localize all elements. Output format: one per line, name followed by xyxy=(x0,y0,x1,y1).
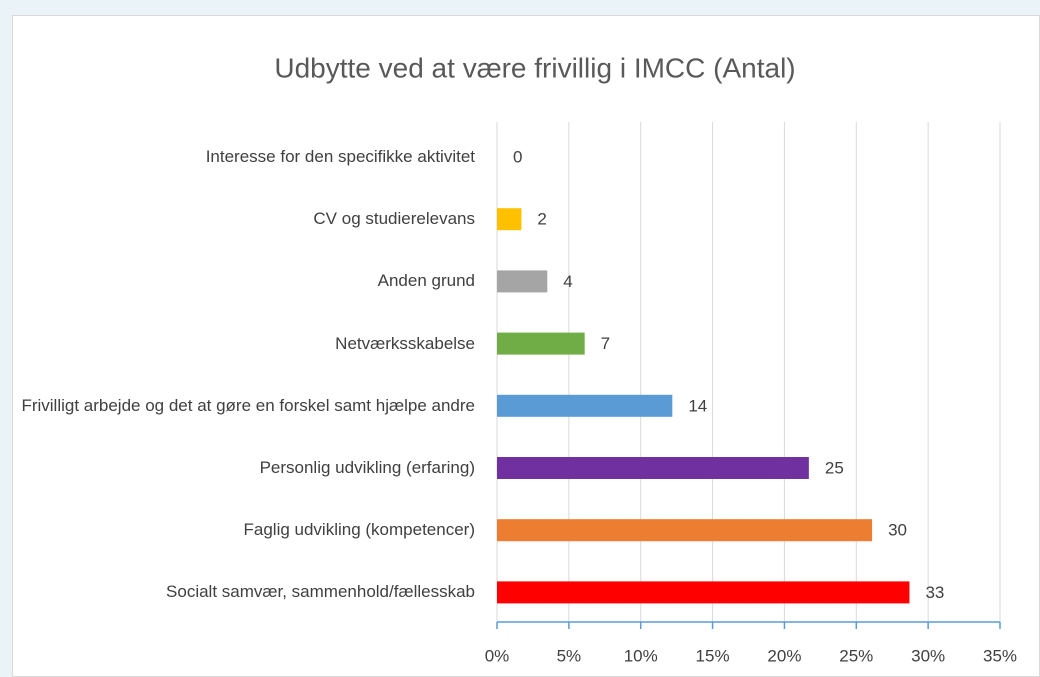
data-label: 33 xyxy=(925,583,944,602)
category-text: Personlig udvikling (erfaring) xyxy=(259,458,475,477)
x-tick-label: 5% xyxy=(557,646,582,665)
category-text: Interesse for den specifikke aktivitet xyxy=(205,147,475,166)
chart-title: Udbytte ved at være frivillig i IMCC (An… xyxy=(274,52,795,83)
category-label: Socialt samvær, sammenhold/fællesskab xyxy=(20,562,475,622)
category-text: Netværksskabelse xyxy=(335,333,475,353)
category-label: Anden grund xyxy=(20,251,475,311)
x-tick-label: 35% xyxy=(983,646,1017,665)
bar xyxy=(497,581,910,604)
x-tick-label: 20% xyxy=(767,646,801,665)
category-text: CV og studierelevans xyxy=(313,209,475,229)
data-label: 14 xyxy=(688,396,707,415)
bar xyxy=(497,332,585,355)
data-label: 0 xyxy=(513,147,522,166)
bar xyxy=(497,519,873,542)
category-label: Personlig udvikling (erfaring) xyxy=(20,438,475,498)
category-text: Socialt samvær, sammenhold/fællesskab xyxy=(166,582,475,602)
category-text: Frivilligt arbejde og det at gøre en for… xyxy=(21,395,475,415)
bar xyxy=(497,457,809,479)
bar xyxy=(497,208,522,231)
x-tick-label: 25% xyxy=(839,646,873,665)
category-label: Interesse for den specifikke aktivitet xyxy=(20,127,475,187)
category-label: Frivilligt arbejde og det at gøre en for… xyxy=(20,376,475,436)
x-tick-label: 10% xyxy=(624,646,658,665)
data-label: 7 xyxy=(601,334,610,353)
category-label: Netværksskabelse xyxy=(20,314,475,374)
category-text: Faglig udvikling (kompetencer) xyxy=(243,520,476,540)
bar xyxy=(497,394,673,417)
bar xyxy=(497,270,548,293)
category-text: Anden grund xyxy=(377,271,475,291)
data-label: 4 xyxy=(563,272,572,291)
data-label: 2 xyxy=(537,210,546,229)
category-label: Faglig udvikling (kompetencer) xyxy=(20,500,476,560)
category-label: CV og studierelevans xyxy=(20,189,475,249)
data-label: 30 xyxy=(888,521,907,540)
x-tick-label: 0% xyxy=(485,646,510,665)
x-tick-label: 15% xyxy=(696,646,730,665)
x-tick-label: 30% xyxy=(911,646,945,665)
data-label: 25 xyxy=(825,458,844,477)
